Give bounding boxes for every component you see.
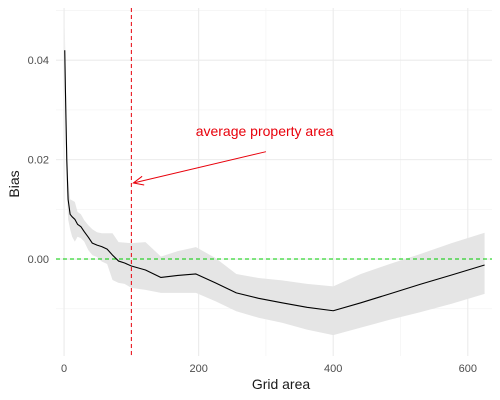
tick-labels: 0 200 400 600 0.00 0.02 0.04 [28,55,477,375]
x-tick-label: 200 [189,363,207,375]
annotation-label: average property area [196,123,334,139]
x-tick-label: 600 [459,363,477,375]
x-axis-title: Grid area [252,376,311,392]
series-line-layer [64,50,485,312]
y-tick-label: 0.00 [28,254,49,266]
annotation-arrow-head [132,175,145,186]
y-tick-label: 0.02 [28,155,49,167]
annotation-arrow-shaft [133,151,267,184]
reference-lines [56,8,492,356]
y-tick-label: 0.04 [28,55,49,67]
annotation-layer: average property area [132,123,334,186]
confidence-band-layer [64,25,485,336]
x-tick-label: 0 [61,363,67,375]
bias-line [64,50,485,312]
x-tick-label: 400 [324,363,342,375]
y-axis-title: Bias [6,170,22,197]
confidence-band [64,25,485,336]
